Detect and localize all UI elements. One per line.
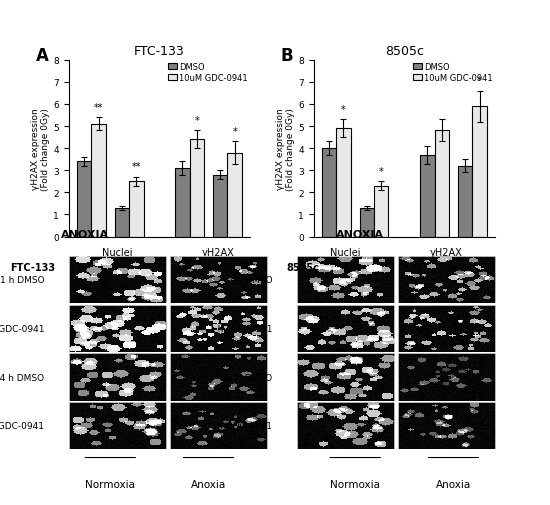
Text: Nuclei: Nuclei (330, 247, 361, 258)
Legend: DMSO, 10uM GDC-0941: DMSO, 10uM GDC-0941 (411, 61, 494, 84)
Text: Hours post 4Gy:: Hours post 4Gy: (74, 383, 146, 392)
Text: 1 h DMSO: 1 h DMSO (0, 276, 45, 285)
Text: Anoxia: Anoxia (436, 479, 471, 489)
Text: *: * (341, 105, 346, 115)
Text: 24: 24 (221, 361, 234, 371)
Text: 1 h DMSO: 1 h DMSO (228, 276, 272, 285)
Bar (336, 129, 351, 237)
Text: **: ** (131, 162, 141, 172)
Text: 24 h DMSO: 24 h DMSO (222, 373, 272, 382)
Bar (472, 107, 487, 237)
Bar (458, 167, 472, 237)
Text: *: * (477, 76, 482, 86)
Title: FTC-133: FTC-133 (134, 45, 185, 58)
Text: *: * (195, 116, 199, 126)
Bar (228, 153, 242, 237)
Text: γH2AX: γH2AX (430, 247, 463, 258)
Text: 24: 24 (123, 361, 136, 371)
Title: 8505c: 8505c (385, 45, 424, 58)
Bar (175, 169, 190, 237)
Y-axis label: γH2AX expression
(Fold change 0Gy): γH2AX expression (Fold change 0Gy) (31, 108, 51, 190)
Text: ANOXIA: ANOXIA (61, 230, 109, 240)
Bar (115, 209, 129, 237)
Text: 8505c: 8505c (286, 263, 319, 273)
Text: γH2AX: γH2AX (202, 247, 235, 258)
Text: B: B (281, 46, 294, 65)
Y-axis label: γH2AX expression
(Fold change 0Gy): γH2AX expression (Fold change 0Gy) (276, 108, 295, 190)
Text: 1: 1 (431, 361, 438, 371)
Text: **: ** (94, 103, 103, 113)
Bar (374, 186, 388, 237)
Bar (420, 156, 434, 237)
Text: 24 h GDC-0941: 24 h GDC-0941 (204, 422, 272, 430)
Text: Nuclei: Nuclei (102, 247, 133, 258)
Text: 1: 1 (88, 361, 95, 371)
Text: 24: 24 (466, 361, 479, 371)
Text: Hours post 4Gy:: Hours post 4Gy: (320, 383, 391, 392)
Text: ANOXIA: ANOXIA (336, 230, 384, 240)
Text: *: * (232, 127, 237, 137)
Bar (129, 182, 144, 237)
Text: 1 h GDC-0941: 1 h GDC-0941 (0, 324, 45, 333)
Bar (360, 209, 374, 237)
Text: 24 h GDC-0941: 24 h GDC-0941 (0, 422, 45, 430)
Text: FTC-133: FTC-133 (10, 263, 55, 273)
Text: 1 h GDC-0941: 1 h GDC-0941 (209, 324, 272, 333)
Bar (91, 125, 106, 237)
Text: 1: 1 (333, 361, 339, 371)
Text: *: * (379, 167, 384, 176)
Bar (213, 175, 228, 237)
Legend: DMSO, 10uM GDC-0941: DMSO, 10uM GDC-0941 (167, 61, 250, 84)
Text: 24: 24 (367, 361, 381, 371)
Text: A: A (36, 46, 49, 65)
Bar (434, 131, 449, 237)
Text: Normoxia: Normoxia (85, 479, 135, 489)
Text: 1: 1 (186, 361, 193, 371)
Bar (190, 140, 204, 237)
Text: Anoxia: Anoxia (191, 479, 226, 489)
Bar (322, 149, 336, 237)
Bar (77, 162, 91, 237)
Text: 24 h DMSO: 24 h DMSO (0, 373, 45, 382)
Text: Normoxia: Normoxia (330, 479, 380, 489)
